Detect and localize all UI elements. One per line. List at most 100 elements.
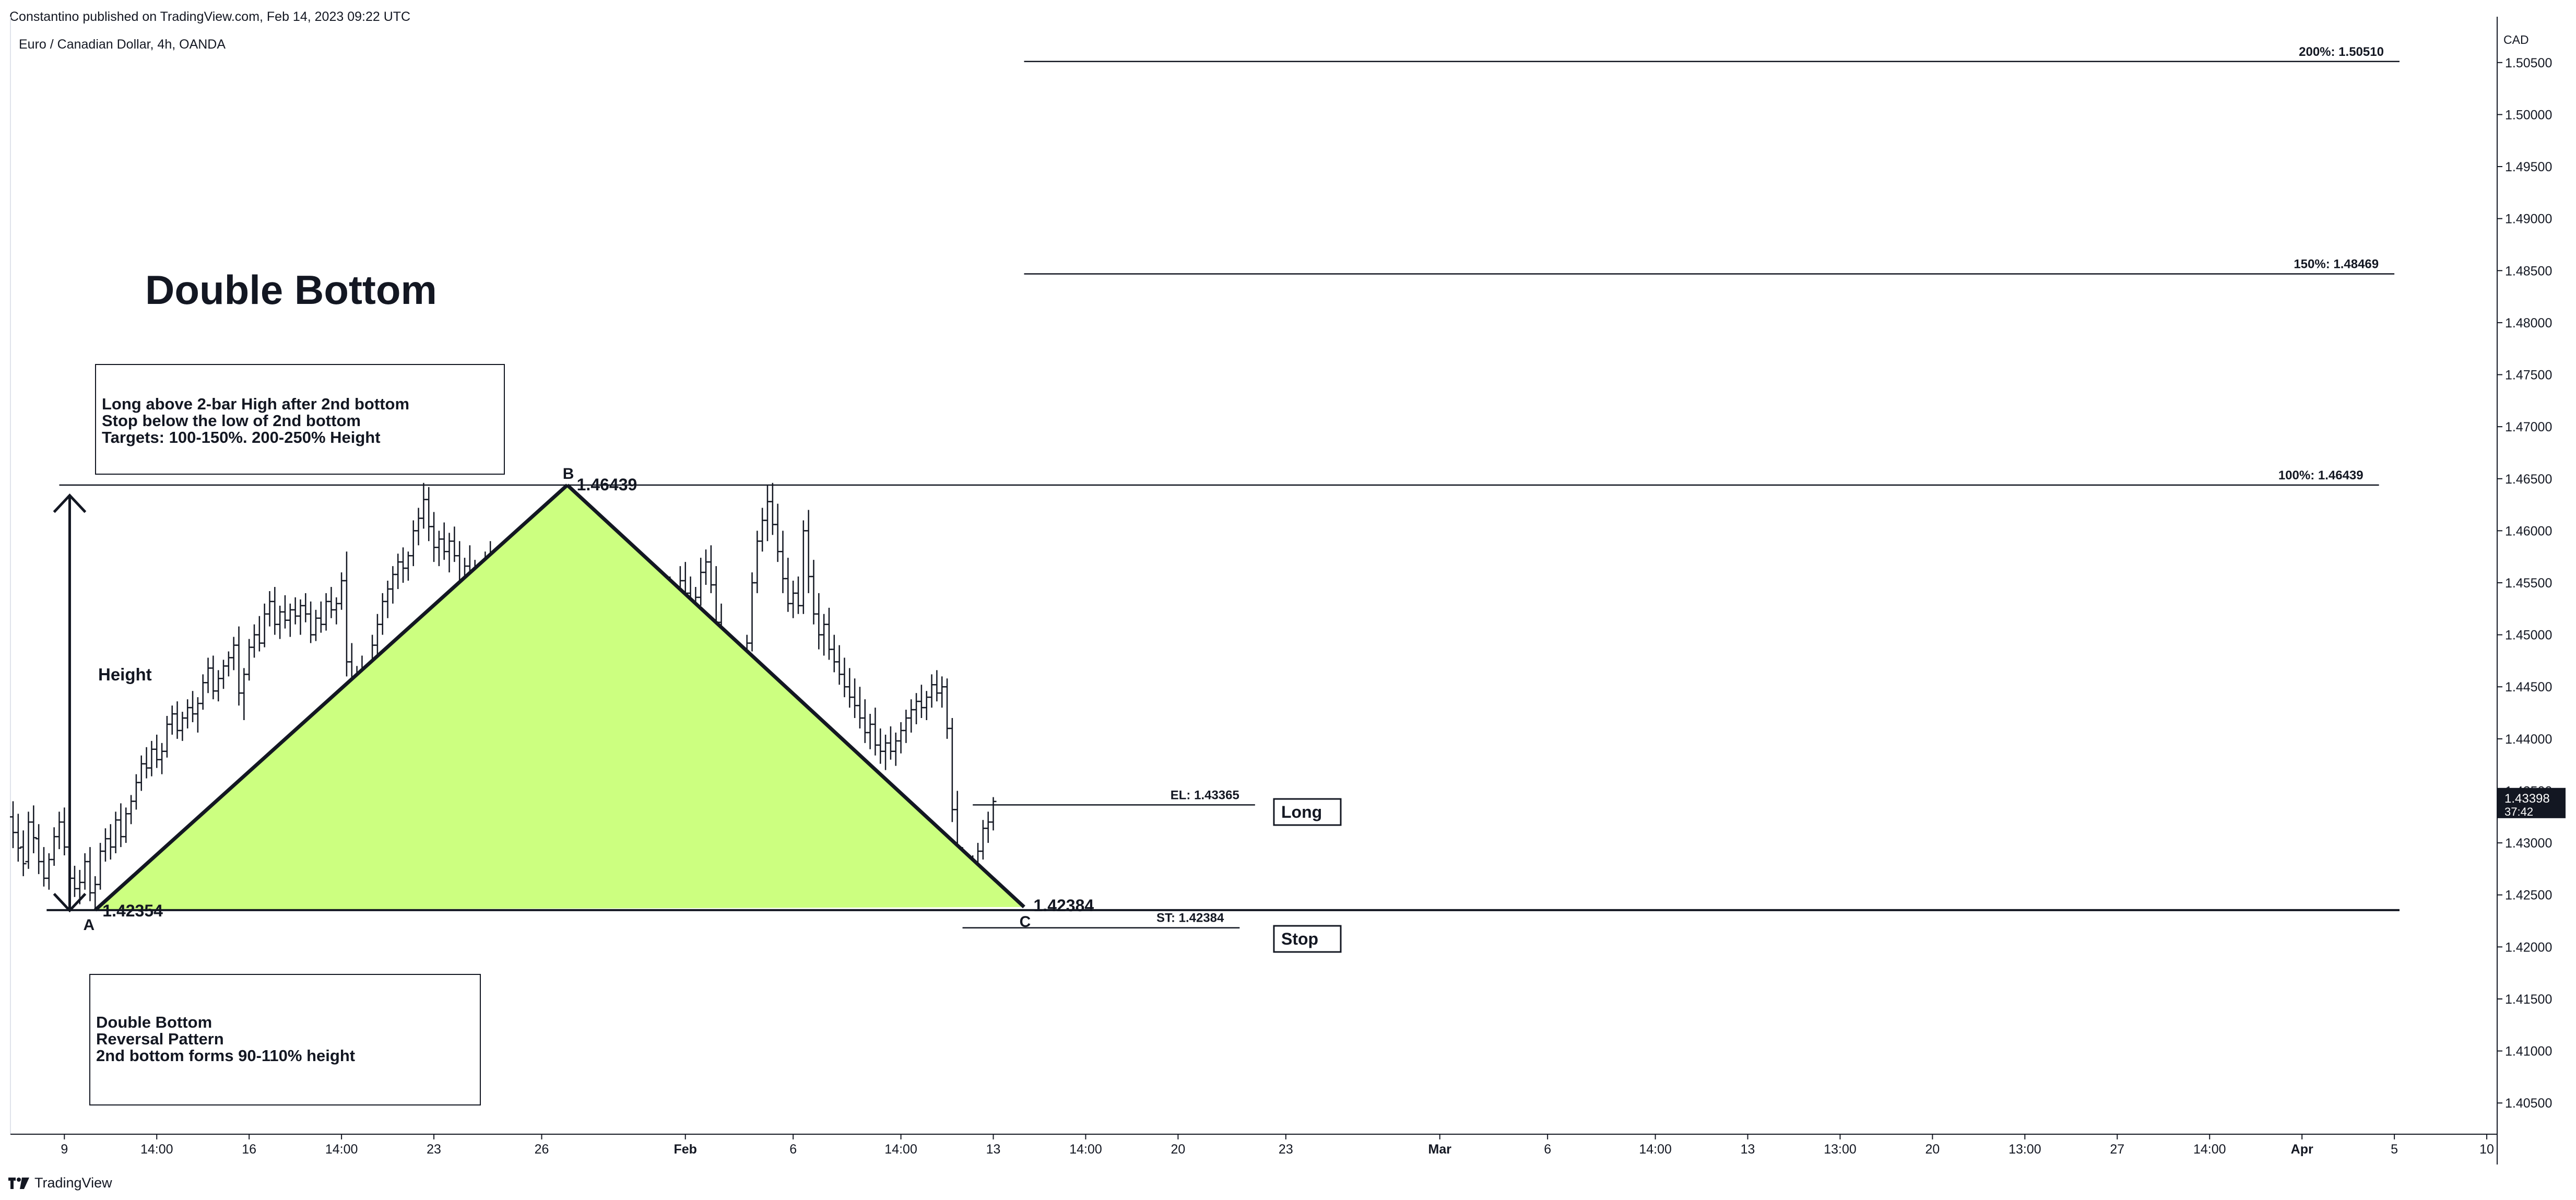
candle	[395, 554, 401, 589]
note-box-pattern-info-line: Double Bottom	[96, 1013, 212, 1031]
candle	[51, 827, 57, 866]
candle	[92, 876, 99, 910]
candle	[374, 614, 381, 656]
y-tick-label: 1.44000	[2505, 732, 2552, 747]
point-c-price: 1.42384	[1034, 896, 1094, 915]
y-tick-label: 1.46500	[2505, 472, 2552, 487]
candle	[102, 828, 109, 862]
candle	[877, 728, 884, 764]
x-tick-label: Feb	[674, 1142, 697, 1157]
candle	[281, 595, 288, 629]
candle	[431, 512, 438, 562]
candle	[856, 687, 863, 728]
stop-box-label: Stop	[1281, 930, 1318, 948]
note-box-entry-rules-line: Targets: 100-150%. 200-250% Height	[102, 428, 381, 446]
candle	[20, 830, 27, 876]
candle	[435, 531, 442, 567]
candle	[400, 547, 407, 583]
level-label: 200%: 1.50510	[2299, 45, 2384, 59]
candle	[928, 674, 935, 708]
candle	[261, 603, 268, 648]
candle	[852, 678, 858, 719]
candle	[71, 865, 78, 897]
candle	[271, 586, 278, 635]
y-tick-label: 1.46000	[2505, 524, 2552, 538]
candle	[790, 581, 797, 618]
point-a-label: A	[83, 916, 94, 934]
candle	[800, 520, 807, 614]
y-tick-label: 1.48000	[2505, 316, 2552, 331]
candle	[148, 740, 155, 777]
candle	[918, 685, 925, 719]
last-price-value: 1.43398	[2504, 792, 2550, 806]
candle	[333, 597, 340, 625]
x-tick-label: 14:00	[2193, 1142, 2226, 1157]
candle	[384, 581, 391, 618]
x-tick-label: 13	[1741, 1142, 1755, 1157]
candle	[908, 699, 915, 733]
candle	[302, 593, 309, 622]
candle	[882, 734, 889, 770]
x-tick-label: 13:00	[2008, 1142, 2041, 1157]
footer-brand-text: TradingView	[34, 1175, 112, 1191]
candle	[990, 797, 997, 831]
candle	[939, 676, 946, 708]
y-tick-label: 1.45000	[2505, 628, 2552, 643]
candle	[230, 637, 237, 670]
candle	[179, 712, 186, 741]
note-box-entry-rules-line: Stop below the low of 2nd bottom	[102, 411, 361, 430]
candle	[133, 774, 139, 810]
candle	[61, 807, 68, 856]
note-box-pattern-info-frame	[89, 974, 481, 1105]
candle	[15, 814, 21, 862]
y-tick-label: 1.42000	[2505, 940, 2552, 955]
candle	[220, 660, 227, 689]
candle	[441, 522, 447, 560]
level-label: 150%: 1.48469	[2294, 257, 2379, 271]
x-tick-label: 14:00	[884, 1142, 917, 1157]
candle	[312, 609, 319, 641]
height-arrow-head-up	[53, 493, 87, 513]
candle	[117, 803, 124, 848]
y-tick-label: 1.48500	[2505, 264, 2552, 278]
candle	[410, 520, 417, 567]
axes: Euro / Canadian Dollar, 4h, OANDA CAD 1.50…	[10, 17, 2552, 1164]
point-c-label: C	[1020, 913, 1031, 931]
candle	[338, 572, 345, 610]
candle	[944, 678, 951, 739]
candle	[774, 503, 781, 562]
candle	[287, 603, 293, 637]
candle	[754, 531, 761, 593]
candle	[81, 853, 88, 890]
candle	[923, 691, 930, 721]
candle	[933, 670, 940, 702]
candle	[328, 586, 335, 618]
x-tick-label: Mar	[1428, 1142, 1452, 1157]
x-tick-label: 6	[789, 1142, 797, 1157]
candle	[861, 699, 868, 743]
candle	[825, 607, 832, 660]
candle	[779, 531, 786, 593]
candle	[97, 843, 104, 890]
level-label: 100%: 1.46439	[2278, 468, 2364, 483]
candle	[107, 824, 114, 860]
x-tick-label: 14:00	[140, 1142, 173, 1157]
x-tick-label: 23	[1279, 1142, 1293, 1157]
candle	[897, 722, 904, 754]
x-tick-label: 14:00	[325, 1142, 358, 1157]
candle	[266, 591, 273, 627]
point-b-label: B	[563, 465, 574, 483]
long-box-frame	[1273, 798, 1342, 826]
note-box-pattern-info-line: 2nd bottom forms 90-110% height	[96, 1046, 355, 1065]
candle	[169, 705, 175, 735]
candle	[194, 697, 201, 733]
candle	[703, 549, 710, 585]
y-tick-label: 1.49500	[2505, 160, 2552, 174]
candle	[816, 593, 822, 650]
y-tick-label: 1.44500	[2505, 680, 2552, 695]
drawings	[46, 61, 2400, 928]
candle	[45, 853, 52, 890]
candle	[759, 508, 766, 552]
candle	[163, 716, 170, 758]
